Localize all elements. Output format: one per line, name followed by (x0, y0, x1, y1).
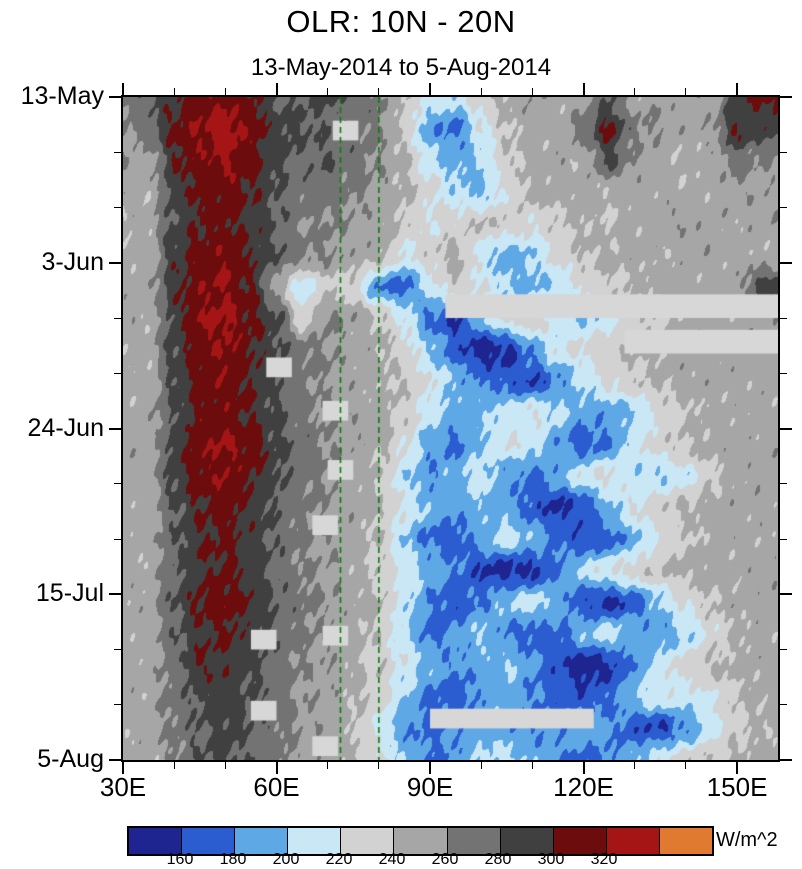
y-minor-tick (780, 151, 787, 153)
y-minor-tick (780, 317, 787, 319)
x-tick-label: 150E (706, 772, 768, 802)
y-tick-label: 5-Aug (37, 745, 104, 773)
y-minor-tick (114, 207, 121, 208)
colorbar-cell-7 (500, 828, 554, 854)
colorbar-cell-0 (129, 828, 183, 854)
y-minor-tick (114, 649, 121, 650)
x-minor-tick (173, 88, 175, 95)
x-major-tick (736, 83, 739, 95)
x-minor-tick (685, 762, 687, 769)
y-major-tick (109, 427, 121, 430)
y-tick-label: 15-Jul (35, 579, 104, 608)
y-major-tick (780, 593, 792, 596)
x-minor-tick (634, 88, 636, 95)
colorbar-cell-6 (447, 828, 501, 854)
y-major-tick (109, 96, 121, 98)
colorbar-tick-label: 300 (537, 851, 565, 868)
colorbar-cell-5 (394, 828, 448, 854)
y-minor-tick (114, 538, 121, 540)
x-minor-tick (480, 88, 482, 95)
hovmoller-canvas (123, 97, 778, 760)
plot-area (121, 95, 780, 762)
colorbar-tick-label: 320 (590, 851, 618, 868)
colorbar-cell-9 (606, 828, 660, 854)
x-minor-tick (634, 762, 636, 769)
y-major-tick (780, 261, 792, 264)
y-minor-tick (114, 317, 121, 319)
colorbar-tick-label: 200 (272, 851, 300, 868)
y-minor-tick (780, 372, 787, 374)
colorbar-tick-label: 240 (378, 851, 406, 868)
y-minor-tick (780, 704, 787, 706)
x-tick-label: 90E (406, 772, 454, 802)
y-minor-tick (114, 372, 121, 374)
chart-subtitle: 13-May-2014 to 5-Aug-2014 (250, 54, 552, 81)
x-minor-tick (327, 88, 329, 95)
colorbar-tick-label: 220 (325, 851, 353, 868)
y-major-tick (780, 759, 792, 761)
x-minor-tick (531, 88, 533, 95)
y-tick-label: 24-Jun (27, 413, 104, 442)
y-minor-tick (780, 483, 787, 485)
y-tick-label: 3-Jun (41, 247, 104, 276)
x-tick-label: 120E (553, 772, 614, 802)
x-minor-tick (378, 88, 380, 95)
y-major-tick (780, 96, 792, 98)
x-minor-tick (480, 762, 482, 769)
x-major-tick (275, 762, 278, 774)
y-major-tick (780, 427, 792, 430)
colorbar-cell-8 (553, 828, 607, 854)
x-minor-tick (531, 762, 533, 769)
x-minor-tick (224, 762, 226, 769)
colorbar-tick-label: 180 (219, 851, 247, 868)
y-minor-tick (114, 483, 121, 485)
y-major-tick (109, 261, 121, 264)
x-major-tick (582, 762, 585, 774)
x-minor-tick (224, 88, 226, 95)
colorbar-cell-2 (235, 828, 289, 854)
x-minor-tick (173, 762, 175, 769)
colorbar-cell-1 (182, 828, 236, 854)
y-major-tick (109, 759, 121, 761)
x-major-tick (275, 83, 278, 95)
x-major-tick (582, 83, 585, 95)
colorbar-cell-3 (288, 828, 342, 854)
y-major-tick (109, 593, 121, 596)
colorbar-tick-label: 280 (484, 851, 512, 868)
colorbar-units-label: W/m^2 (716, 829, 778, 851)
y-minor-tick (114, 704, 121, 706)
x-minor-tick (685, 88, 687, 95)
colorbar-cell-10 (659, 828, 713, 854)
x-minor-tick (378, 762, 380, 769)
y-minor-tick (114, 151, 121, 153)
x-major-tick (122, 83, 124, 95)
chart-title: OLR: 10N - 20N (286, 4, 516, 39)
x-tick-label: 60E (253, 772, 300, 802)
x-major-tick (736, 762, 739, 774)
x-tick-label: 30E (99, 772, 147, 802)
y-tick-label: 13-May (20, 82, 104, 110)
colorbar-tick-label: 260 (431, 851, 459, 868)
colorbar-cell-4 (341, 828, 395, 854)
x-minor-tick (327, 762, 329, 769)
colorbar-tick-label: 160 (166, 851, 194, 868)
y-minor-tick (780, 649, 787, 650)
x-major-tick (122, 762, 124, 774)
colorbar (127, 826, 714, 856)
y-minor-tick (780, 538, 787, 540)
y-minor-tick (780, 207, 787, 208)
x-major-tick (429, 83, 432, 95)
x-major-tick (429, 762, 432, 774)
